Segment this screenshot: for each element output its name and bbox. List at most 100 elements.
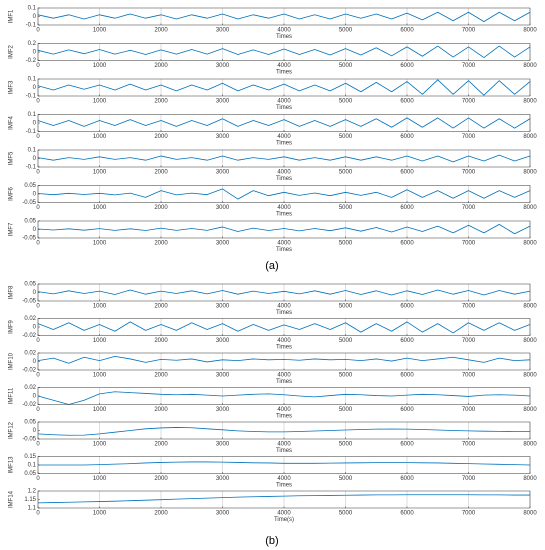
x-tick-label: 5000: [339, 338, 353, 344]
subplot: 0 1000 2000 3000 4000 5000 6000 7000 8000-0.0200…: [9, 385, 538, 420]
x-tick-label: 0: [36, 511, 40, 517]
x-tick-label: 6000: [400, 373, 414, 379]
x-tick-label: 1000: [93, 442, 107, 448]
figure-label: (b): [265, 535, 278, 547]
x-tick-label: 0: [36, 63, 40, 69]
y-tick-label: 0: [33, 192, 37, 198]
x-tick-label: 1000: [93, 205, 107, 211]
x-tick-label: 0: [36, 205, 40, 211]
x-tick-label: 6000: [400, 134, 414, 140]
y-tick-label: 0: [33, 156, 37, 162]
y-axis-label: IMF5: [9, 151, 15, 165]
x-axis-label: Times: [276, 212, 292, 218]
x-tick-label: 5000: [339, 511, 353, 517]
y-tick-label: 0.05: [24, 471, 36, 477]
x-tick-label: 0: [36, 28, 40, 34]
x-tick-label: 7000: [462, 442, 476, 448]
x-tick-label: 7000: [462, 241, 476, 247]
y-tick-label: 0.1: [28, 463, 37, 469]
y-tick-label: 0.02: [24, 385, 36, 391]
x-tick-label: 3000: [216, 476, 230, 482]
y-tick-label: 0: [33, 121, 37, 127]
x-tick-label: 8000: [523, 170, 537, 176]
x-tick-label: 6000: [400, 338, 414, 344]
y-axis-label: IMF7: [9, 222, 15, 236]
y-tick-label: -0.02: [22, 333, 36, 339]
signal-line: [37, 321, 531, 334]
subplot: 0 1000 2000 3000 4000 5000 6000 7000 8000-0.0500…: [9, 219, 538, 254]
x-tick-label: 4000: [277, 338, 291, 344]
x-axis-label: Times: [276, 34, 292, 40]
x-axis-label: Times: [276, 483, 292, 489]
x-tick-label: 5000: [339, 373, 353, 379]
axes-box: [37, 220, 531, 239]
x-tick-label: 2000: [154, 170, 168, 176]
x-tick-label: 2000: [154, 134, 168, 140]
y-tick-label: 0.05: [24, 420, 36, 426]
signal-line: [37, 391, 531, 405]
x-tick-label: 8000: [523, 407, 537, 413]
x-tick-label: 1000: [93, 407, 107, 413]
x-tick-label: 7000: [462, 338, 476, 344]
x-tick-label: 4000: [277, 28, 291, 34]
x-tick-label: 4000: [277, 241, 291, 247]
x-tick-label: 0: [36, 338, 40, 344]
x-tick-label: 8000: [523, 134, 537, 140]
y-axis-label: IMF8: [9, 285, 15, 299]
x-tick-label: 4000: [277, 407, 291, 413]
x-tick-label: 2000: [154, 241, 168, 247]
x-tick-label: 6000: [400, 442, 414, 448]
subplot: 0 1000 2000 3000 4000 5000 6000 7000 8000-0.0500…: [9, 282, 538, 317]
x-tick-label: 6000: [400, 205, 414, 211]
signal-line: [37, 79, 531, 96]
x-tick-label: 1000: [93, 99, 107, 105]
x-tick-label: 3000: [216, 511, 230, 517]
y-tick-label: -0.1: [26, 94, 37, 100]
subplot: 0 1000 2000 3000 4000 5000 6000 7000 8000-0.100.…: [9, 77, 538, 112]
x-tick-label: 1000: [93, 338, 107, 344]
x-tick-label: 7000: [462, 511, 476, 517]
y-axis-label: IMF12: [9, 421, 15, 439]
y-tick-label: 0: [33, 325, 37, 331]
subplot: 0 1000 2000 3000 4000 5000 6000 7000 8000-0.0500…: [9, 183, 538, 218]
y-axis-label: IMF10: [9, 352, 15, 370]
x-tick-label: 2000: [154, 338, 168, 344]
y-tick-label: -0.05: [22, 236, 36, 242]
x-tick-label: 8000: [523, 373, 537, 379]
y-axis-label: IMF2: [9, 45, 15, 59]
x-tick-label: 6000: [400, 407, 414, 413]
x-axis-label: Times: [276, 448, 292, 454]
signal-line: [38, 461, 531, 466]
x-tick-label: 2000: [154, 476, 168, 482]
y-tick-label: 0: [33, 359, 37, 365]
y-axis-label: IMF9: [9, 320, 15, 334]
x-tick-label: 0: [36, 407, 40, 413]
x-tick-label: 2000: [154, 63, 168, 69]
x-tick-label: 5000: [339, 241, 353, 247]
y-axis-label: IMF6: [9, 187, 15, 201]
x-tick-label: 7000: [462, 476, 476, 482]
x-tick-label: 7000: [462, 63, 476, 69]
x-tick-label: 1000: [93, 373, 107, 379]
x-tick-label: 5000: [339, 28, 353, 34]
signal-line: [37, 224, 531, 235]
y-tick-label: 0: [33, 428, 37, 434]
x-tick-label: 7000: [462, 28, 476, 34]
x-tick-label: 6000: [400, 170, 414, 176]
x-tick-label: 4000: [277, 205, 291, 211]
y-tick-label: -0.02: [22, 402, 36, 408]
x-tick-label: 7000: [462, 99, 476, 105]
x-tick-label: 1000: [93, 304, 107, 310]
x-tick-label: 5000: [339, 134, 353, 140]
y-tick-label: 1.15: [24, 497, 36, 503]
x-tick-label: 4000: [277, 304, 291, 310]
y-tick-label: 0.02: [24, 351, 36, 357]
x-tick-label: 3000: [216, 304, 230, 310]
x-tick-label: 6000: [400, 511, 414, 517]
y-tick-label: -0.05: [22, 437, 36, 443]
signal-line: [37, 188, 531, 200]
y-tick-label: 0.1: [28, 6, 37, 12]
y-tick-label: 0.1: [28, 148, 37, 154]
x-tick-label: 6000: [400, 476, 414, 482]
